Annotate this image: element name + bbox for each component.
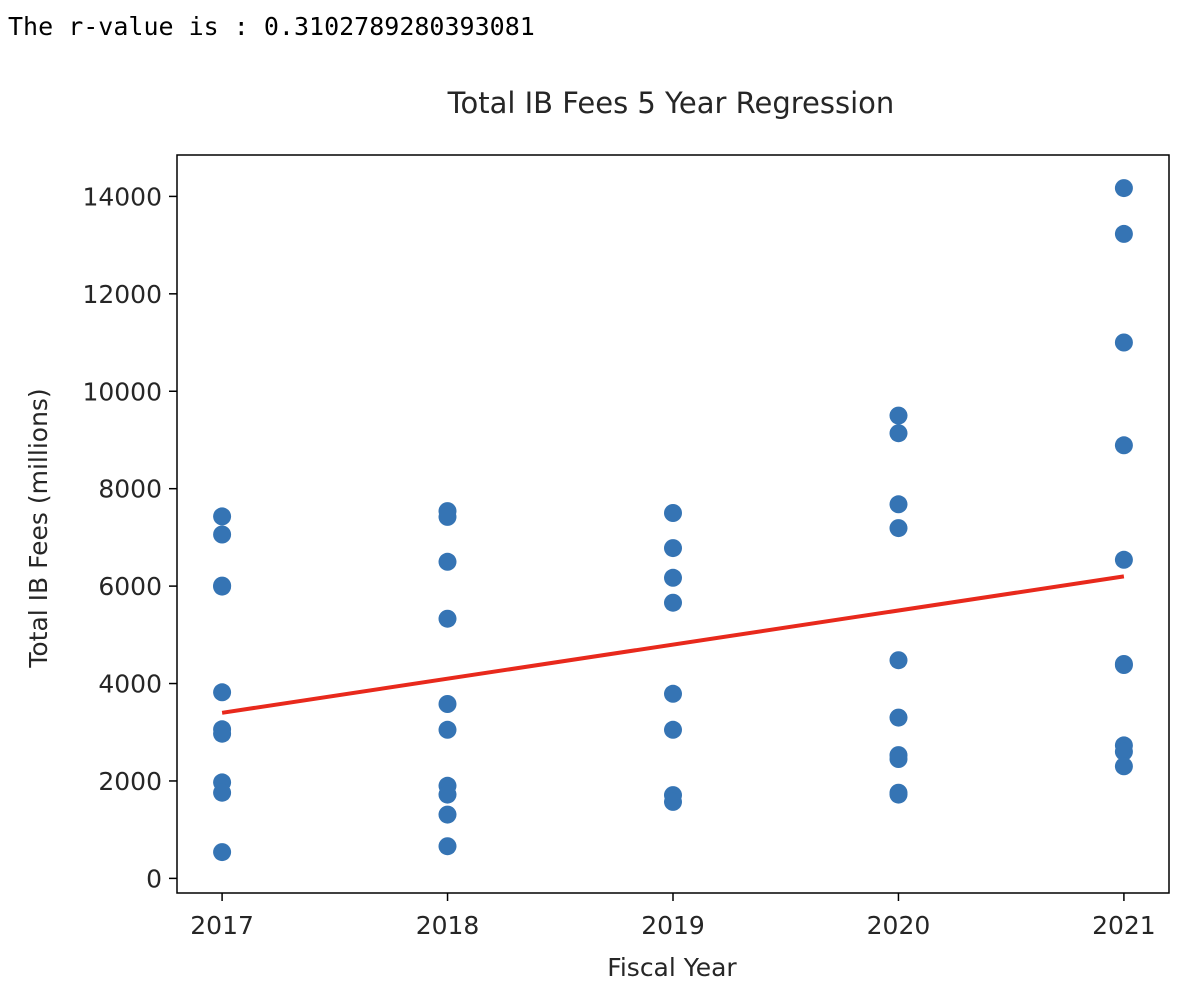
data-point [438, 720, 457, 739]
data-point [213, 507, 232, 526]
y-tick-label: 4000 [98, 670, 162, 699]
y-axis: 0 2000 4000 6000 8000 10000 12000 14000 [82, 182, 177, 893]
data-point [438, 695, 457, 713]
data-point [1114, 656, 1133, 674]
plot-frame [176, 154, 1170, 894]
data-point [438, 507, 457, 526]
data-point [1114, 436, 1133, 455]
data-point [664, 568, 682, 587]
data-point [889, 424, 908, 443]
y-tick-label: 12000 [82, 280, 162, 309]
y-axis-label: Total IB Fees (millions) [24, 388, 53, 668]
data-point [664, 792, 682, 811]
data-point [1114, 757, 1133, 776]
data-point [213, 783, 232, 802]
data-point [1114, 224, 1133, 243]
x-axis: 2017 2018 2019 2020 2021 [190, 893, 1156, 940]
x-tick-label: 2020 [867, 911, 931, 940]
data-point [664, 504, 682, 522]
data-point [664, 720, 682, 739]
chart-marks [213, 179, 1133, 862]
data-point [664, 593, 682, 612]
data-point [213, 843, 232, 862]
data-point [213, 525, 232, 544]
data-point [889, 785, 908, 804]
y-tick-label: 0 [146, 864, 162, 893]
regression-line [221, 574, 1125, 715]
data-point [438, 785, 457, 804]
data-point [889, 495, 908, 514]
data-point [438, 805, 457, 824]
x-tick-label: 2018 [416, 911, 480, 940]
r-value-output: The r-value is : 0.3102789280393081 [8, 12, 535, 41]
data-point [1114, 742, 1133, 761]
x-axis-label: Fiscal Year [607, 953, 737, 982]
y-tick-label: 14000 [82, 182, 162, 211]
x-tick-label: 2017 [190, 911, 254, 940]
data-point [889, 406, 908, 425]
chart-title: Total IB Fees 5 Year Regression [447, 86, 895, 120]
data-point [213, 577, 232, 596]
data-point [664, 539, 682, 558]
data-point [889, 519, 908, 538]
data-point [1114, 179, 1133, 198]
data-point [1114, 550, 1133, 569]
x-tick-label: 2021 [1092, 911, 1156, 940]
data-point [438, 609, 457, 628]
data-point [889, 708, 908, 727]
data-point [438, 552, 457, 571]
x-tick-label: 2019 [641, 911, 705, 940]
data-point [213, 683, 232, 702]
data-point [889, 651, 908, 670]
data-point [213, 724, 232, 743]
y-tick-label: 10000 [82, 377, 162, 406]
data-point [1114, 333, 1133, 352]
y-tick-label: 6000 [98, 572, 162, 601]
y-tick-label: 2000 [98, 767, 162, 796]
data-point [664, 684, 682, 703]
y-tick-label: 8000 [98, 475, 162, 504]
data-point [889, 750, 908, 768]
data-point [438, 837, 457, 856]
